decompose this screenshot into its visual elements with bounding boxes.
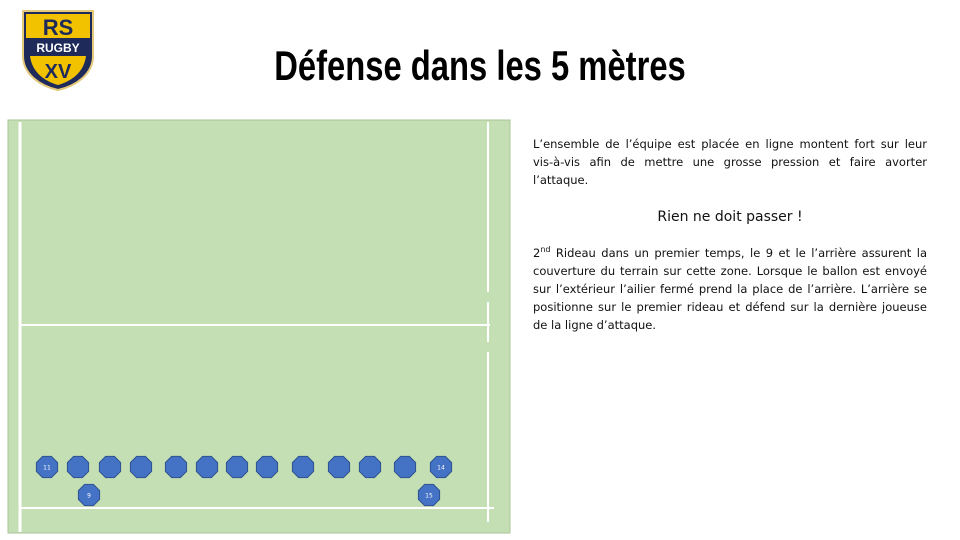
paragraph-team-line: L’ensemble de l’équipe est placée en lig… <box>533 137 927 187</box>
front-line-player <box>66 455 90 479</box>
p3-prefix: 2 <box>533 246 541 260</box>
front-line-player <box>129 455 153 479</box>
players-group: 11 14 9 15 <box>35 455 453 507</box>
front-line-player <box>164 455 188 479</box>
front-line-player <box>35 455 59 479</box>
front-line-player <box>98 455 122 479</box>
fullback-player <box>417 483 441 507</box>
logo-bottom-area <box>30 56 86 85</box>
logo-bottom-text: XV <box>45 61 72 83</box>
rs-rugby-logo: RS RUGBY XV <box>22 10 94 92</box>
front-line-player-label: 11 <box>43 465 51 472</box>
scrum-half-player-label: 9 <box>87 493 91 500</box>
front-line-player <box>358 455 382 479</box>
front-line-player <box>291 455 315 479</box>
front-line-player <box>429 455 453 479</box>
front-line-player <box>255 455 279 479</box>
paragraph-nothing-passes: Rien ne doit passer ! <box>657 209 803 225</box>
front-line-player-label: 14 <box>437 465 445 472</box>
front-line-player <box>327 455 351 479</box>
front-line-player <box>225 455 249 479</box>
p3-text: Rideau dans un premier temps, le 9 et le… <box>533 246 927 332</box>
scrum-half-player <box>77 483 101 507</box>
front-line-player <box>195 455 219 479</box>
page-title: Défense dans les 5 mètres <box>274 42 686 89</box>
paragraph-second-curtain: 2nd Rideau dans un premier temps, le 9 e… <box>533 244 927 334</box>
logo-top-band <box>26 14 90 38</box>
p3-superscript: nd <box>540 245 551 254</box>
fullback-player-label: 15 <box>425 493 433 500</box>
logo-top-text: RS <box>43 15 74 40</box>
front-line-player <box>393 455 417 479</box>
logo-middle-text: RUGBY <box>36 41 79 55</box>
